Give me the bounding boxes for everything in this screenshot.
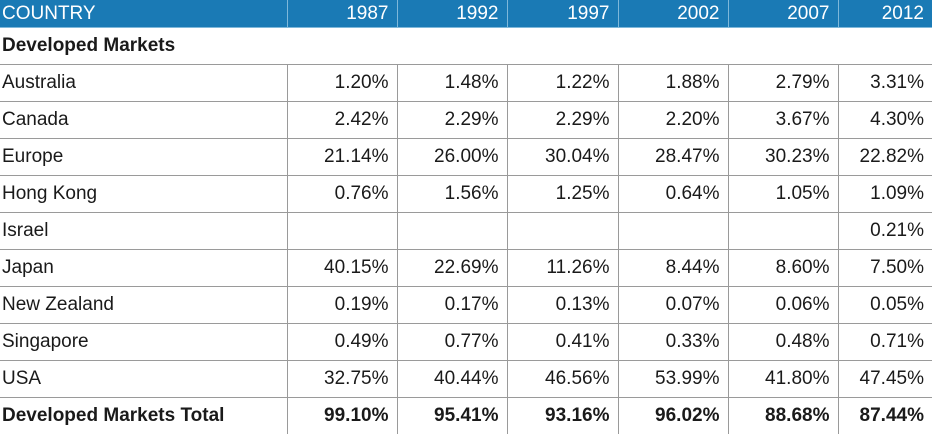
- value-cell: [617, 212, 729, 250]
- table-row: New Zealand 0.19% 0.17% 0.13% 0.07% 0.06% 0.05…: [0, 286, 932, 324]
- country-cell: Hong Kong: [0, 175, 288, 213]
- value-cell: 1.20%: [286, 64, 398, 102]
- table-row: Israel 0.21%: [0, 212, 932, 250]
- table-body: Developed Markets Australia 1.20% 1.48% 1.2…: [0, 27, 932, 434]
- section-title: Developed Markets: [0, 27, 932, 65]
- country-cell: Israel: [0, 212, 288, 250]
- table-header: COUNTRY 1987 1992 1997 2002 2007 2012: [0, 0, 932, 28]
- header-country: COUNTRY: [0, 0, 288, 28]
- value-cell: 0.49%: [286, 323, 398, 361]
- value-cell: 30.23%: [727, 138, 839, 176]
- value-cell: 0.33%: [617, 323, 729, 361]
- value-cell: 22.82%: [837, 138, 932, 176]
- value-cell: 2.29%: [506, 101, 619, 139]
- value-cell: 0.17%: [396, 286, 508, 324]
- table-row: Singapore 0.49% 0.77% 0.41% 0.33% 0.48% 0.71%: [0, 323, 932, 361]
- value-cell: 0.21%: [837, 212, 932, 250]
- country-cell: Japan: [0, 249, 288, 287]
- table-row: Canada 2.42% 2.29% 2.29% 2.20% 3.67% 4.30%: [0, 101, 932, 139]
- header-row: COUNTRY 1987 1992 1997 2002 2007 2012: [0, 0, 932, 28]
- header-year-1997: 1997: [506, 0, 619, 28]
- value-cell: 40.44%: [396, 360, 508, 398]
- table-row: Japan 40.15% 22.69% 11.26% 8.44% 8.60% 7.50%: [0, 249, 932, 287]
- value-cell: 0.48%: [727, 323, 839, 361]
- value-cell: 4.30%: [837, 101, 932, 139]
- value-cell: 1.25%: [506, 175, 619, 213]
- header-year-2012: 2012: [837, 0, 932, 28]
- section-row: Developed Markets: [0, 27, 932, 65]
- table-row: Australia 1.20% 1.48% 1.22% 1.88% 2.79% 3.31%: [0, 64, 932, 102]
- value-cell: 0.13%: [506, 286, 619, 324]
- value-cell: 0.06%: [727, 286, 839, 324]
- value-cell: 1.88%: [617, 64, 729, 102]
- value-cell: 53.99%: [617, 360, 729, 398]
- value-cell: 3.31%: [837, 64, 932, 102]
- value-cell: 47.45%: [837, 360, 932, 398]
- value-cell: 0.76%: [286, 175, 398, 213]
- value-cell: 1.48%: [396, 64, 508, 102]
- value-cell: 88.68%: [727, 397, 839, 434]
- country-cell: New Zealand: [0, 286, 288, 324]
- country-cell: Developed Markets Total: [0, 397, 288, 434]
- country-cell: USA: [0, 360, 288, 398]
- value-cell: 1.05%: [727, 175, 839, 213]
- header-year-2002: 2002: [617, 0, 729, 28]
- value-cell: 0.64%: [617, 175, 729, 213]
- value-cell: [727, 212, 839, 250]
- value-cell: 40.15%: [286, 249, 398, 287]
- value-cell: 2.29%: [396, 101, 508, 139]
- header-year-1992: 1992: [396, 0, 508, 28]
- value-cell: [506, 212, 619, 250]
- value-cell: 0.07%: [617, 286, 729, 324]
- value-cell: 26.00%: [396, 138, 508, 176]
- value-cell: 7.50%: [837, 249, 932, 287]
- value-cell: 30.04%: [506, 138, 619, 176]
- value-cell: 2.79%: [727, 64, 839, 102]
- country-cell: Europe: [0, 138, 288, 176]
- total-row: Developed Markets Total 99.10% 95.41% 93.16…: [0, 397, 932, 434]
- value-cell: 0.19%: [286, 286, 398, 324]
- value-cell: 87.44%: [837, 397, 932, 434]
- value-cell: 0.71%: [837, 323, 932, 361]
- country-cell: Australia: [0, 64, 288, 102]
- value-cell: 41.80%: [727, 360, 839, 398]
- value-cell: 28.47%: [617, 138, 729, 176]
- value-cell: 2.20%: [617, 101, 729, 139]
- value-cell: 3.67%: [727, 101, 839, 139]
- value-cell: 2.42%: [286, 101, 398, 139]
- value-cell: 1.09%: [837, 175, 932, 213]
- country-cell: Singapore: [0, 323, 288, 361]
- value-cell: [286, 212, 398, 250]
- value-cell: 32.75%: [286, 360, 398, 398]
- table-row: Europe 21.14% 26.00% 30.04% 28.47% 30.23% 22.8…: [0, 138, 932, 176]
- value-cell: 95.41%: [396, 397, 508, 434]
- header-year-2007: 2007: [727, 0, 839, 28]
- value-cell: 22.69%: [396, 249, 508, 287]
- table-row: Hong Kong 0.76% 1.56% 1.25% 0.64% 1.05% 1.09%: [0, 175, 932, 213]
- value-cell: 93.16%: [506, 397, 619, 434]
- value-cell: 1.22%: [506, 64, 619, 102]
- value-cell: 99.10%: [286, 397, 398, 434]
- value-cell: 11.26%: [506, 249, 619, 287]
- value-cell: 1.56%: [396, 175, 508, 213]
- value-cell: 96.02%: [617, 397, 729, 434]
- country-cell: Canada: [0, 101, 288, 139]
- value-cell: 0.77%: [396, 323, 508, 361]
- value-cell: 8.44%: [617, 249, 729, 287]
- header-year-1987: 1987: [286, 0, 398, 28]
- value-cell: 0.41%: [506, 323, 619, 361]
- value-cell: 46.56%: [506, 360, 619, 398]
- value-cell: 0.05%: [837, 286, 932, 324]
- value-cell: 21.14%: [286, 138, 398, 176]
- value-cell: 8.60%: [727, 249, 839, 287]
- value-cell: [396, 212, 508, 250]
- table-row: USA 32.75% 40.44% 46.56% 53.99% 41.80% 47.45%: [0, 360, 932, 398]
